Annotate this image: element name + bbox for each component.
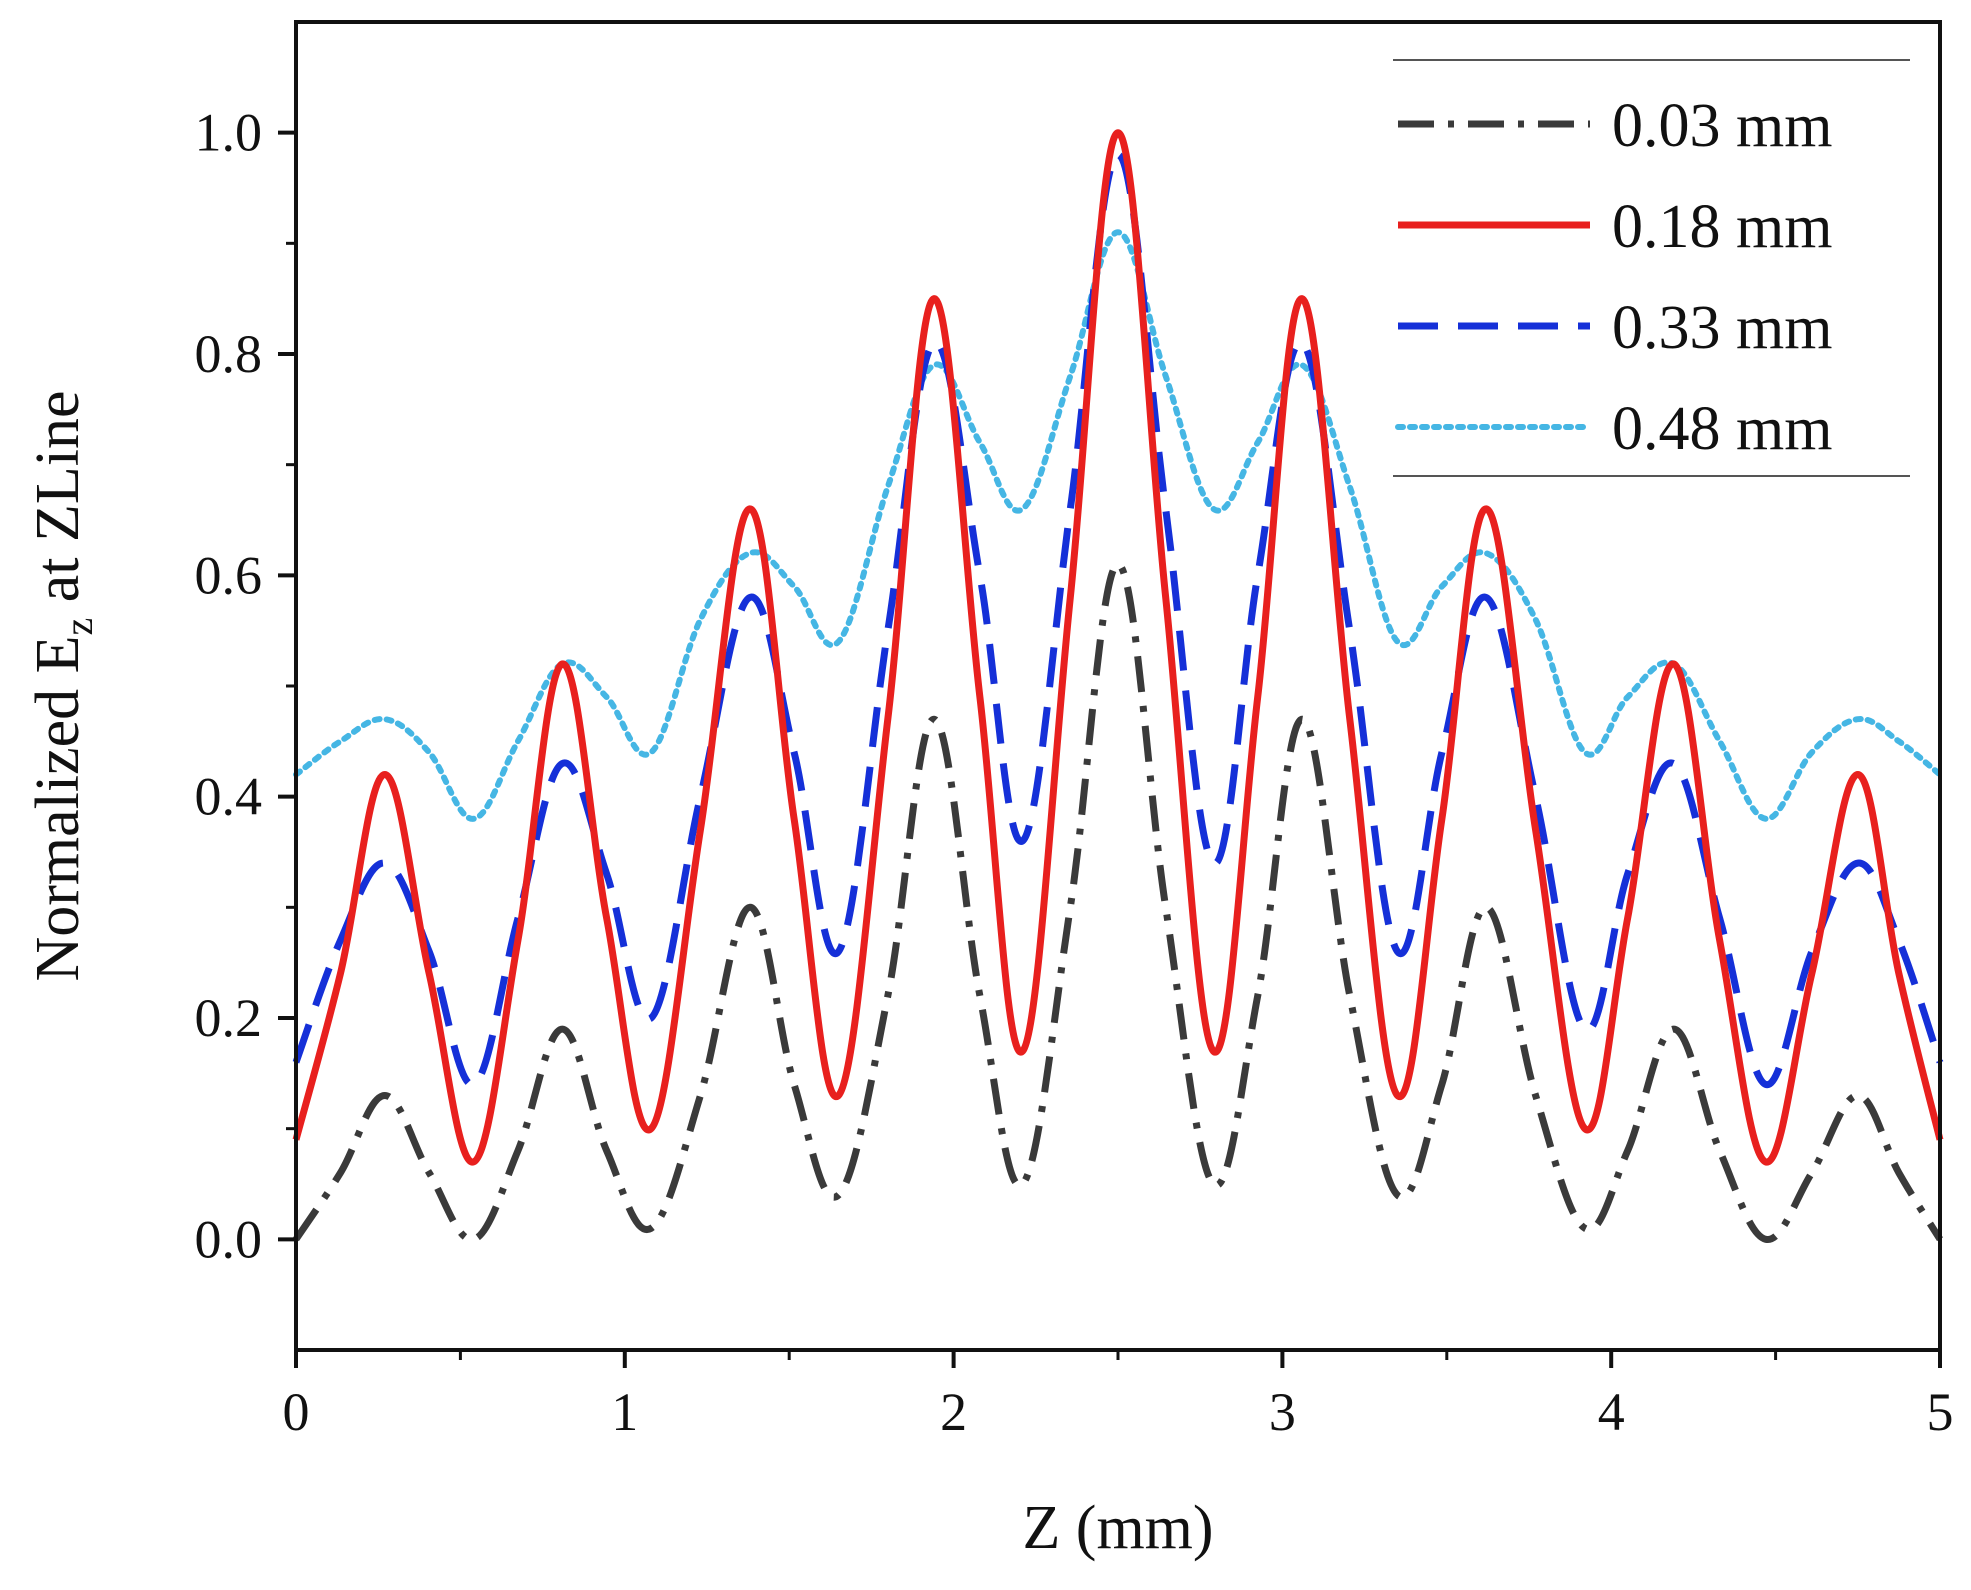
y-axis-title-suffix: at ZLine (24, 390, 92, 617)
series-line-0-48-mm (293, 229, 1943, 822)
x-tick-label: 1 (611, 1382, 638, 1442)
legend-items: 0.03 mm 0.18 mm 0.33 mm 0.48 mm (1395, 92, 1832, 463)
x-tick-label: 3 (1269, 1382, 1296, 1442)
y-axis-title-subscript: z (56, 618, 101, 636)
legend: 0.03 mm 0.18 mm 0.33 mm 0.48 mm (1393, 59, 1910, 477)
y-tick-label: 0.6 (195, 545, 263, 605)
x-tick-label: 5 (1927, 1382, 1954, 1442)
y-tick-label: 0.0 (195, 1209, 263, 1269)
y-tick-label: 0.4 (195, 767, 263, 827)
legend-label: 0.18 mm (1612, 193, 1832, 261)
y-tick-label: 0.2 (195, 988, 263, 1048)
y-axis-title-prefix: Normalized E (24, 635, 92, 981)
ticks-layer: 0 1 2 3 4 5 0.0 0.2 0.4 0.6 0.8 1.0 (195, 103, 1954, 1442)
x-tick-label: 0 (283, 1382, 310, 1442)
series-line-0-03-mm (293, 560, 1943, 1243)
series-layer (292, 129, 1944, 1243)
legend-label: 0.48 mm (1612, 395, 1832, 463)
y-axis-title: Normalized Ez at ZLine (24, 390, 101, 981)
x-tick-label: 4 (1598, 1382, 1625, 1442)
y-tick-label: 0.8 (195, 324, 263, 384)
legend-label: 0.03 mm (1612, 92, 1832, 160)
x-tick-label: 2 (940, 1382, 967, 1442)
y-tick-label: 1.0 (195, 103, 263, 163)
series-line-0-18-mm (292, 129, 1944, 1166)
legend-label: 0.33 mm (1612, 294, 1832, 362)
x-axis-title: Z (mm) (1022, 1494, 1213, 1562)
